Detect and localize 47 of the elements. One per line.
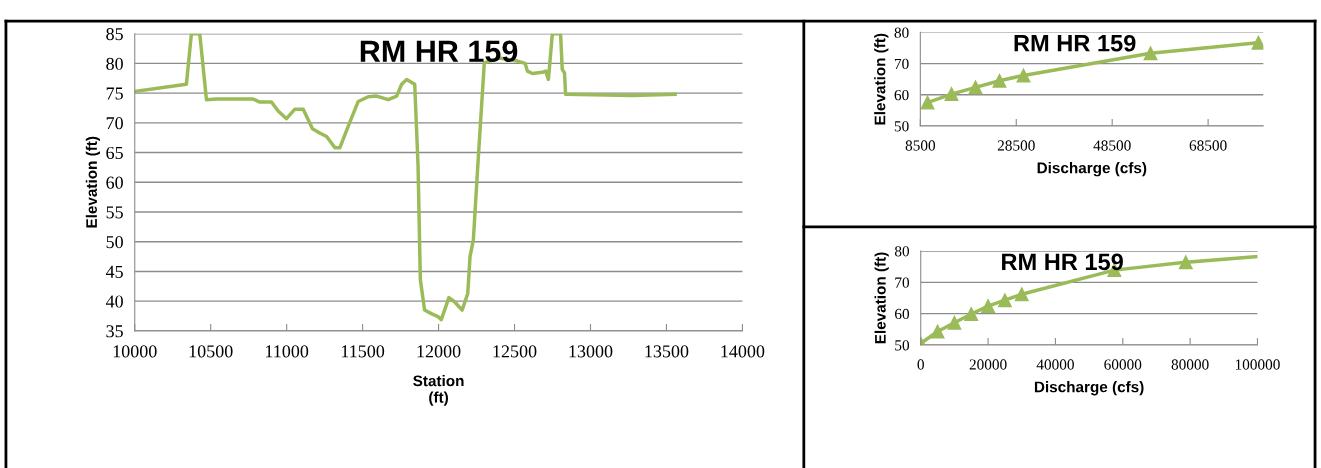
y-tick-label: 85 bbox=[106, 27, 123, 41]
chart-title: RM HR 159 bbox=[360, 40, 518, 63]
y-tick-label: 35 bbox=[106, 325, 123, 338]
y-tick-label: 70 bbox=[895, 277, 910, 288]
x-tick-label: 28500 bbox=[997, 140, 1035, 151]
x-tick-label: 10000 bbox=[113, 345, 157, 358]
x-tick-label: 40000 bbox=[1036, 359, 1074, 370]
y-tick-label: 70 bbox=[894, 58, 909, 70]
x-tick-label: 11000 bbox=[266, 345, 309, 358]
x-tick-label: 13500 bbox=[645, 345, 689, 358]
chart-title: RM HR 159 bbox=[1014, 34, 1136, 52]
y-axis-title: Elevation (ft) bbox=[874, 33, 889, 125]
x-axis-title: Discharge (cfs) bbox=[1034, 381, 1144, 396]
y-tick-label: 40 bbox=[105, 295, 123, 308]
x-tick-label: 48500 bbox=[1093, 140, 1131, 151]
x-tick-label: 20000 bbox=[969, 359, 1007, 370]
y-tick-label: 60 bbox=[895, 308, 910, 320]
y-tick-label: 50 bbox=[895, 340, 910, 351]
y-tick-label: 50 bbox=[894, 121, 909, 132]
x-tick-label: 0 bbox=[917, 359, 924, 370]
x-axis-title: Station (ft) bbox=[413, 375, 464, 406]
x-tick-label: 8500 bbox=[905, 140, 936, 151]
y-tick-label: 55 bbox=[106, 206, 123, 219]
y-tick-label: 60 bbox=[106, 176, 123, 189]
x-tick-label: 10500 bbox=[189, 345, 233, 358]
y-tick-label: 80 bbox=[106, 57, 123, 70]
x-tick-label: 12500 bbox=[493, 345, 537, 358]
x-tick-label: 60000 bbox=[1104, 359, 1142, 370]
y-axis-title: Elevation (ft) bbox=[874, 252, 889, 344]
y-tick-label: 45 bbox=[105, 265, 123, 278]
y-tick-label: 65 bbox=[106, 146, 123, 160]
y-tick-label: 80 bbox=[894, 246, 910, 257]
y-axis-title: Elevation (ft) bbox=[85, 136, 101, 228]
x-axis-title: Discharge (cfs) bbox=[1037, 162, 1147, 177]
x-tick-label: 12000 bbox=[417, 345, 461, 358]
x-tick-label: 14000 bbox=[721, 345, 765, 358]
x-tick-label: 80000 bbox=[1171, 359, 1209, 370]
y-tick-label: 60 bbox=[894, 89, 909, 101]
chart-title: RM HR 159 bbox=[1002, 253, 1123, 271]
y-tick-label: 75 bbox=[106, 87, 123, 100]
x-tick-label: 100000 bbox=[1235, 359, 1280, 370]
y-tick-label: 80 bbox=[894, 27, 909, 38]
x-tick-label: 11500 bbox=[341, 345, 385, 358]
y-tick-label: 50 bbox=[106, 235, 123, 249]
x-tick-label: 13000 bbox=[569, 345, 613, 358]
y-tick-label: 70 bbox=[106, 117, 123, 130]
x-tick-label: 68500 bbox=[1189, 140, 1227, 151]
